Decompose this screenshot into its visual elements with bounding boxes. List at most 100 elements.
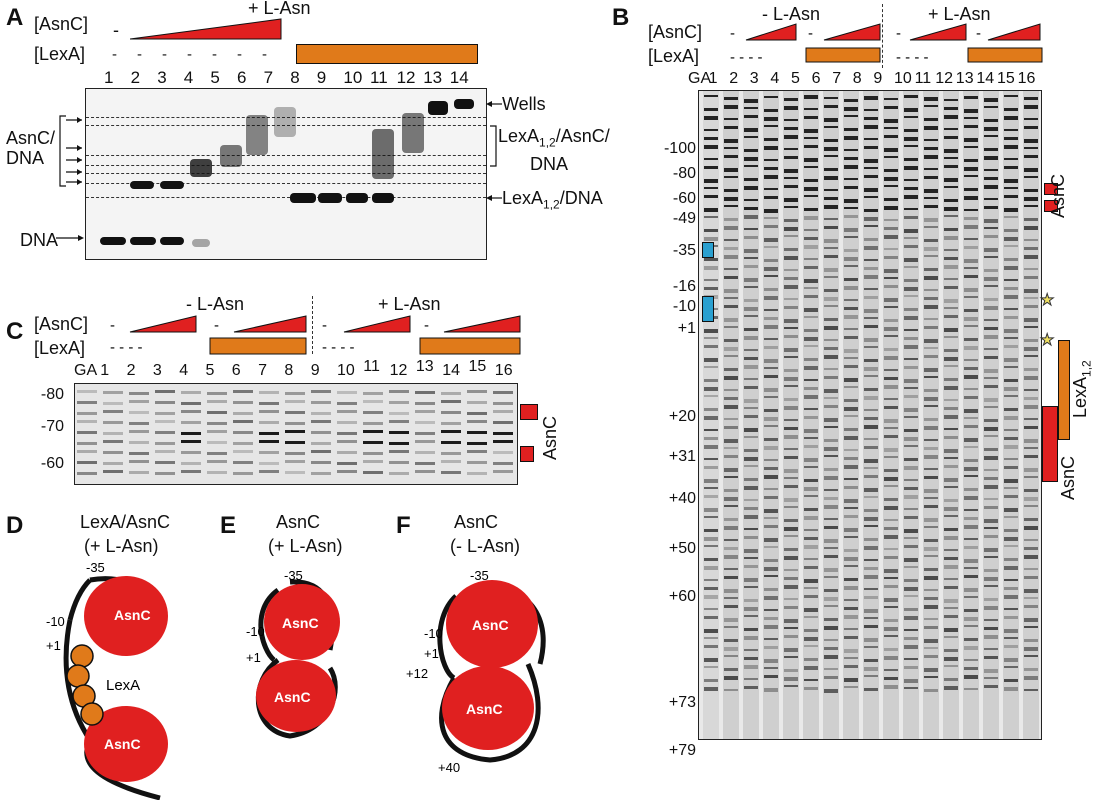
panel-c-lane-number: 7	[258, 362, 267, 379]
panel-b-position-label: -35	[672, 242, 696, 259]
panel-b-cyan-box-1	[702, 242, 714, 258]
svg-text:- - - -: - - - -	[110, 339, 142, 356]
panel-c-asnc-label: [AsnC]	[34, 314, 89, 334]
panel-b-position-label: -49	[672, 210, 696, 227]
panel-c-lane-number: 4	[179, 362, 189, 379]
panel-d-letter: D	[6, 512, 24, 539]
panel-e-diagram: AsnC AsnC -35 -10 +1	[246, 568, 340, 739]
panel-b-plus-lasn: + L-Asn	[928, 4, 991, 24]
panel-d-lexa-text: LexA	[106, 677, 140, 694]
panel-c-lane-number: 14	[442, 362, 460, 379]
panel-b-gel	[698, 90, 1042, 740]
panel-a-lane-number: 10	[343, 68, 363, 87]
panel-f-title-1: AsnC	[454, 512, 499, 532]
panel-b-position-label: +79	[668, 742, 696, 759]
panel-b-lexa-label: [LexA]	[648, 46, 700, 66]
panel-f-title-2: (- L-Asn)	[450, 536, 521, 556]
panel-a-asnc-label: [AsnC]	[34, 14, 89, 34]
panel-b-lane-number: 12	[935, 70, 953, 87]
panel-b-position-label: -60	[672, 190, 696, 207]
panel-b-position-label: +31	[668, 448, 696, 465]
panel-b-header-graphics: - - - - - - - - - - - -	[730, 23, 1043, 66]
panel-d-asnc-bottom	[84, 706, 168, 782]
panel-a-lane-number: 12	[396, 68, 416, 87]
panel-b-cyan-box-2	[702, 296, 714, 322]
panel-b-position-label: +60	[668, 588, 696, 605]
panel-b-lane-number: 11	[914, 70, 932, 87]
svg-text:-: -	[322, 317, 327, 334]
panel-a-lexa-label: [LexA]	[34, 44, 86, 64]
svg-text:+1: +1	[46, 638, 61, 653]
svg-text:- - - -: - - - -	[896, 49, 928, 66]
panel-b-asnc-box-1	[1044, 183, 1058, 195]
panel-a-lane-number: 4	[183, 68, 194, 87]
panel-c-lane-number: 10	[337, 362, 355, 379]
panel-c-lane-number: 3	[152, 362, 162, 379]
panel-b-asnc-label: [AsnC]	[648, 22, 703, 42]
svg-text:+1: +1	[246, 650, 261, 665]
panel-a-lane-number: 8	[290, 68, 300, 87]
panel-d-asnc-text-2: AsnC	[104, 736, 141, 752]
panel-e-title-2: (+ L-Asn)	[268, 536, 343, 556]
panel-d-diagram: AsnC AsnC LexA -35 -10 +1	[46, 560, 168, 800]
panel-d-asnc-top	[84, 576, 168, 656]
panel-b-lane-number: 7	[832, 70, 842, 87]
panel-c-lane-number: 13	[415, 358, 434, 375]
svg-text:-: -	[214, 317, 219, 334]
svg-text:+40: +40	[438, 760, 460, 775]
panel-a-lasn-label: + L-Asn	[248, 0, 311, 18]
panel-f-letter: F	[396, 512, 411, 539]
panel-a-lane-number: 1	[104, 68, 114, 87]
panel-c-lane-number: 12	[389, 362, 408, 379]
panel-b-asnc-top-label: AsnC	[1048, 173, 1068, 218]
panel-b-lane-number: GA	[688, 70, 712, 87]
panel-a-lane-number: 6	[237, 68, 247, 87]
panel-b-star-2: ★	[1039, 332, 1055, 350]
svg-text:-35: -35	[470, 568, 489, 583]
panel-c-lexa-label: [LexA]	[34, 338, 86, 358]
panel-c-asnc-box-1	[520, 404, 538, 420]
panel-a-asnc-dna-label: AsnC/DNA	[6, 128, 56, 168]
svg-text:-: -	[976, 25, 981, 42]
panel-b-position-label: -100	[663, 140, 696, 157]
panel-a-left-bracket	[56, 115, 84, 241]
panel-b-lane-number: 16	[1017, 70, 1036, 87]
panel-b-asnc-bar	[1042, 406, 1058, 482]
panel-c-lane-number: 5	[205, 362, 215, 379]
panel-a-lexa-asnc-label: LexA1,2/AsnC/	[498, 126, 610, 150]
svg-text:- - - -: - - - -	[322, 339, 354, 356]
svg-text:-: -	[110, 317, 115, 334]
panel-a-right-arrows	[486, 101, 502, 201]
panel-c-asnc-box-2	[520, 446, 534, 462]
panel-c-pos-80: -80	[40, 386, 64, 403]
svg-text:-10: -10	[46, 614, 65, 629]
panel-b-position-label: -10	[672, 298, 696, 315]
panel-c-lane-number: 2	[126, 362, 136, 379]
panel-c-lane-number: 15	[468, 358, 487, 375]
panel-b-minus-lasn: - L-Asn	[762, 4, 821, 24]
svg-text:-35: -35	[86, 560, 105, 575]
svg-text:AsnC: AsnC	[282, 615, 319, 631]
panel-c-divider	[312, 296, 313, 354]
panel-c-lane-number: 11	[363, 358, 380, 375]
svg-text:-10: -10	[424, 626, 443, 641]
panel-c-asnc-label-vert: AsnC	[540, 415, 560, 460]
panel-a-lane-number: 13	[423, 68, 443, 87]
svg-text:AsnC: AsnC	[472, 617, 509, 633]
panel-c-pos-60: -60	[40, 455, 64, 472]
panel-d-title-2: (+ L-Asn)	[84, 536, 159, 556]
panel-c-header-graphics: - - - - - - - - - - - -	[110, 315, 521, 356]
svg-text:-: -	[730, 25, 735, 42]
panel-b-lane-number: 9	[873, 70, 883, 87]
svg-text:AsnC: AsnC	[466, 701, 503, 717]
panel-a-lexa-minus-row: -------	[112, 46, 267, 63]
panel-c-lane-header: GA 1 2 3 4 5 6 7 8 9 10 11 12 13 14 15 16	[74, 358, 524, 382]
panel-c-gel-bands	[77, 390, 513, 475]
svg-text:+1: +1	[424, 646, 439, 661]
svg-text:- - - -: - - - -	[730, 49, 762, 66]
panel-b-lane-number: 6	[811, 70, 821, 87]
panel-b-star-1: ★	[1039, 292, 1055, 310]
svg-text:+12: +12	[406, 666, 428, 681]
svg-text:-: -	[896, 25, 901, 42]
panel-c-lane-number: 9	[310, 362, 320, 379]
